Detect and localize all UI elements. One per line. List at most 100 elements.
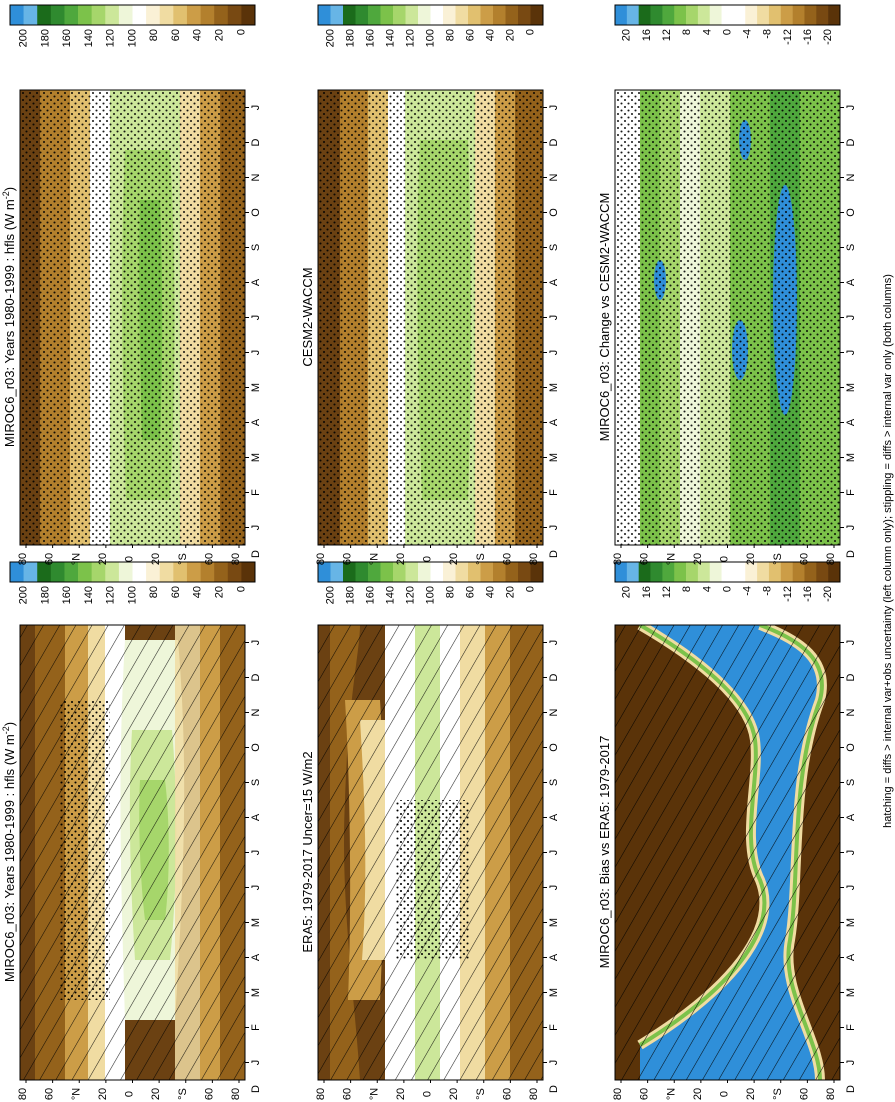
month-tick-label: A (845, 278, 857, 286)
month-tick-label: M (250, 918, 262, 927)
month-tick-label: M (548, 918, 560, 927)
month-tick-label: D (250, 138, 262, 146)
colorbar-swatch (780, 5, 793, 25)
latitude-tick-label: 60 (798, 1088, 810, 1100)
colorbar-tick-label: 12 (661, 586, 673, 598)
colorbar-swatch (638, 562, 651, 582)
colorbar-swatch (343, 562, 356, 582)
latitude-tick-label: °N (368, 1088, 380, 1100)
colorbar-swatch (505, 562, 519, 582)
title-end: ) (2, 187, 17, 191)
latitude-tick-label: 60 (203, 1088, 215, 1100)
colorbar-tick-label: 40 (484, 586, 496, 598)
colorbar-swatch (709, 562, 722, 582)
month-tick-label: M (250, 988, 262, 997)
colorbar-swatch (418, 562, 431, 582)
stippling (20, 90, 245, 545)
colorbar-swatch (118, 562, 133, 582)
heatmap-change (615, 90, 840, 545)
month-tick-label: D (845, 138, 857, 146)
colorbar-swatch (816, 5, 829, 25)
colorbar-swatch (615, 5, 628, 25)
colorbar-swatch (768, 562, 782, 582)
colorbar-tick-label: 160 (364, 29, 376, 47)
colorbar-swatch (132, 562, 147, 582)
latitude-tick-label: 60 (639, 553, 651, 565)
latitude-tick-label: °N (368, 553, 380, 565)
colorbar-swatch (443, 562, 456, 582)
colorbar-tick-label: 100 (424, 586, 436, 604)
month-tick-label: J (845, 885, 857, 891)
month-tick-label: A (548, 813, 560, 821)
month-tick-label: A (250, 813, 262, 821)
colorbar-swatch (418, 5, 431, 25)
latitude-tick-label: 0 (124, 556, 136, 562)
colorbar-swatch (733, 5, 746, 25)
colorbar-tick-label: 140 (384, 586, 396, 604)
month-tick-label: F (250, 489, 262, 496)
chart-marks: MIROC6_r03: Years 1980-1999 : hfls (W m-… (1, 4, 857, 1100)
panel-title: MIROC6_r03: Change vs CESM2-WACCM (597, 193, 612, 442)
latitude-tick-label: 80 (230, 1088, 242, 1100)
colorbar-swatch (455, 5, 469, 25)
latitude-tick-label: 80 (315, 553, 327, 565)
month-tick-label: N (548, 708, 560, 716)
latitude-tick-label: °S (772, 1088, 784, 1100)
month-tick-label: S (845, 244, 857, 251)
month-tick-label: J (548, 640, 560, 646)
colorbar-tick-label: -16 (802, 586, 814, 602)
colorbar-swatch (674, 562, 687, 582)
latitude-tick-label: 0 (422, 556, 434, 562)
colorbar-swatch (662, 562, 675, 582)
month-tick-label: D (845, 673, 857, 681)
month-tick-label: J (548, 850, 560, 856)
colorbar-tick-label: 4 (701, 29, 713, 35)
colorbar-swatch (200, 5, 215, 25)
colorbar-tick-label: 160 (61, 29, 73, 47)
colorbar-swatch (505, 5, 519, 25)
latitude-tick-label: °N (665, 553, 677, 565)
colorbar-swatch (393, 562, 406, 582)
month-tick-label: A (250, 278, 262, 286)
colorbar-swatch (380, 5, 394, 25)
month-tick-label: F (548, 489, 560, 496)
colorbar-tick-label: 100 (126, 29, 138, 47)
colorbar-swatch (214, 5, 229, 25)
latitude-tick-label: 0 (422, 1091, 434, 1097)
colorbar-swatch (10, 562, 24, 582)
colorbar-frame (9, 561, 256, 583)
latitude-tick-label: 80 (528, 1088, 540, 1100)
latitude-tick-label: 20 (448, 553, 460, 565)
month-tick-label: F (548, 1024, 560, 1031)
latitude-tick-label: °S (475, 1088, 487, 1100)
month-tick-label: A (845, 813, 857, 821)
heatmap-bias (615, 625, 840, 1080)
colorbar-swatch (318, 562, 331, 582)
month-tick-label: J (548, 885, 560, 891)
colorbar-swatch (638, 5, 651, 25)
colorbar-tick-label: -4 (742, 29, 754, 39)
latitude-tick-label: 20 (745, 1088, 757, 1100)
colorbar-tick-label: 0 (524, 586, 536, 592)
month-tick-label: M (250, 453, 262, 462)
colorbar-swatch (430, 5, 444, 25)
colorbar-tick-label: 140 (83, 29, 95, 47)
colorbar-swatch (318, 5, 331, 25)
heatmap-obs-clim (318, 625, 543, 1080)
colorbar-swatch (518, 562, 531, 582)
latitude-tick-label: 20 (692, 1088, 704, 1100)
colorbar-swatch (105, 5, 120, 25)
colorbar-tick-label: 80 (148, 586, 160, 598)
month-tick-label: J (250, 640, 262, 646)
colorbar-swatch (91, 5, 106, 25)
month-tick-label: S (845, 779, 857, 786)
colorbar-swatch (626, 5, 639, 25)
month-tick-label: N (250, 173, 262, 181)
colorbar-tick-label: 60 (170, 586, 182, 598)
colorbar-swatch (733, 562, 746, 582)
colorbar-tick-label: 180 (344, 29, 356, 47)
colorbar-swatch (393, 5, 406, 25)
colorbar-tick-label: 120 (105, 29, 117, 47)
colorbar-swatch (405, 5, 419, 25)
